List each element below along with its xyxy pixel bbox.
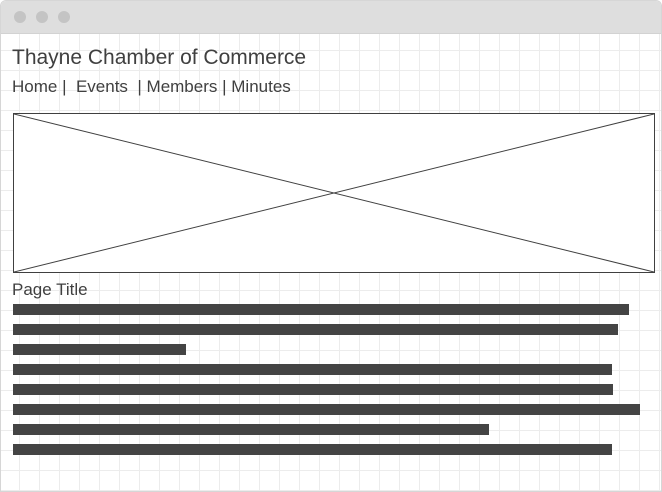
text-line-placeholder: [13, 384, 613, 395]
text-line-placeholder: [13, 424, 489, 435]
page-title: Page Title: [12, 280, 88, 299]
text-line-placeholder: [13, 444, 612, 455]
window-close-icon[interactable]: [14, 11, 26, 23]
nav-separator: |: [57, 77, 76, 96]
text-line-placeholder: [13, 344, 186, 355]
hero-image-placeholder: [13, 113, 655, 273]
nav-separator: |: [127, 77, 147, 96]
site-title: Thayne Chamber of Commerce: [12, 46, 307, 69]
nav-bar: Home | Events | Members | Minutes: [12, 77, 291, 97]
wireframe-canvas: Thayne Chamber of Commerce Home | Events…: [1, 34, 661, 491]
nav-home-link[interactable]: Home: [12, 77, 58, 96]
window-titlebar: [1, 1, 661, 34]
nav-separator: |: [217, 77, 232, 96]
window-minimize-icon[interactable]: [36, 11, 48, 23]
window-maximize-icon[interactable]: [58, 11, 70, 23]
text-line-placeholder: [13, 404, 640, 415]
nav-events-link[interactable]: Events: [75, 77, 128, 96]
text-line-placeholder: [13, 364, 612, 375]
image-placeholder-icon: [14, 114, 654, 272]
text-line-placeholder: [13, 324, 618, 335]
text-line-placeholder: [13, 304, 629, 315]
nav-members-link[interactable]: Members: [146, 77, 218, 96]
nav-minutes-link[interactable]: Minutes: [231, 77, 291, 96]
